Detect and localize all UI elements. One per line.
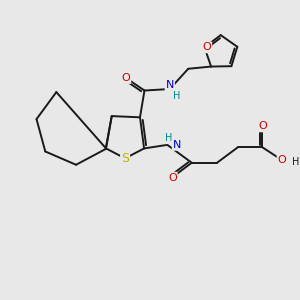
Text: O: O xyxy=(168,172,177,183)
Text: N: N xyxy=(166,80,174,91)
Text: S: S xyxy=(121,152,129,165)
Text: N: N xyxy=(173,140,181,150)
Text: O: O xyxy=(122,73,130,83)
Text: O: O xyxy=(258,122,267,131)
Text: H: H xyxy=(292,157,299,167)
Text: H: H xyxy=(165,133,172,143)
Text: O: O xyxy=(278,155,286,165)
Text: H: H xyxy=(172,91,180,100)
Text: O: O xyxy=(202,42,211,52)
